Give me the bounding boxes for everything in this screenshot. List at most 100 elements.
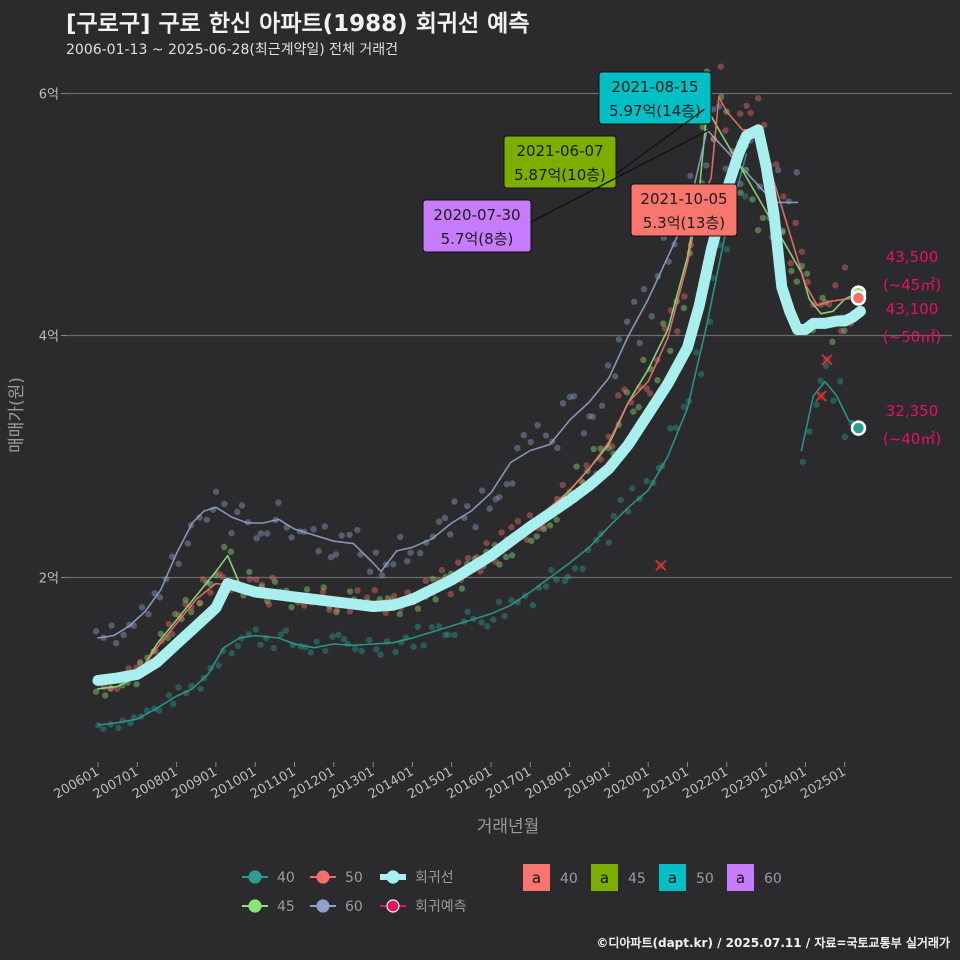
scatter-point-60 xyxy=(486,505,493,512)
scatter-point-50 xyxy=(514,517,522,525)
scatter-point-45 xyxy=(623,389,631,396)
scatter-point-45 xyxy=(303,586,311,593)
scatter-point-40 xyxy=(817,377,824,385)
legend-point-swatch xyxy=(316,870,330,884)
forecast-point xyxy=(850,420,867,436)
scatter-point-40 xyxy=(414,623,421,630)
scatter-point-45 xyxy=(320,584,327,591)
scatter-point-40 xyxy=(478,619,485,626)
scatter-point-60 xyxy=(611,373,619,380)
excluded-mark xyxy=(655,559,667,571)
scatter-point-40 xyxy=(610,512,617,520)
legend-label: 50 xyxy=(345,870,363,886)
legend-label: 40 xyxy=(560,871,578,887)
scatter-point-60 xyxy=(175,560,182,567)
legend-point-swatch xyxy=(386,899,400,913)
scatter-point-40 xyxy=(579,565,586,573)
scatter-point-45 xyxy=(227,548,235,555)
scatter-point-50 xyxy=(832,282,839,289)
scatter-point-45 xyxy=(246,568,253,576)
scatter-point-50 xyxy=(747,109,754,117)
scatter-point-60 xyxy=(321,523,328,530)
forecast-value-label: 43,100 xyxy=(886,300,939,318)
scatter-point-60 xyxy=(534,422,541,429)
scatter-point-40 xyxy=(340,635,347,643)
scatter-point-45 xyxy=(660,320,667,327)
scatter-point-40 xyxy=(344,640,351,647)
scatter-point-45 xyxy=(630,408,637,415)
scatter-points xyxy=(92,63,863,733)
scatter-point-45 xyxy=(788,267,795,275)
scatter-point-40 xyxy=(837,378,844,385)
scatter-point-50 xyxy=(319,588,327,596)
scatter-point-60 xyxy=(520,432,528,439)
scatter-point-40 xyxy=(542,583,550,590)
legend-box-glyph: a xyxy=(736,869,745,887)
scatter-point-60 xyxy=(253,534,260,542)
scatter-point-50 xyxy=(197,599,204,606)
scatter-point-45 xyxy=(819,294,826,301)
scatter-point-40 xyxy=(605,539,613,546)
scatter-point-40 xyxy=(313,638,320,645)
legend-point-swatch xyxy=(316,899,330,913)
scatter-point-50 xyxy=(838,327,845,335)
scatter-point-50 xyxy=(523,536,531,543)
scatter-point-45 xyxy=(288,603,295,611)
scatter-point-40 xyxy=(420,642,427,649)
scatter-point-50 xyxy=(736,110,744,117)
scatter-point-50 xyxy=(743,102,750,109)
scatter-point-40 xyxy=(228,650,235,657)
scatter-point-60 xyxy=(435,518,443,525)
scatter-point-60 xyxy=(703,162,710,169)
scatter-point-50 xyxy=(477,568,484,575)
scatter-point-50 xyxy=(422,577,430,585)
annotation-pointer xyxy=(615,108,705,175)
scatter-point-60 xyxy=(196,514,203,521)
scatter-point-60 xyxy=(366,568,374,575)
scatter-point-40 xyxy=(830,397,837,404)
scatter-point-60 xyxy=(580,430,588,437)
scatter-point-50 xyxy=(404,589,411,596)
footer-credit: ©디아파트(dapt.kr) / 2025.07.11 / 자료=국토교통부 실… xyxy=(596,936,950,950)
scatter-point-40 xyxy=(234,642,242,650)
scatter-point-40 xyxy=(373,645,380,653)
scatter-point-40 xyxy=(165,692,173,699)
scatter-point-50 xyxy=(447,590,454,598)
scatter-point-40 xyxy=(257,641,264,648)
scatter-point-40 xyxy=(366,636,373,644)
scatter-point-45 xyxy=(508,552,516,559)
scatter-point-60 xyxy=(559,400,567,407)
legend-box-swatch xyxy=(659,864,686,891)
scatter-point-60 xyxy=(390,561,397,568)
legend-point-swatch xyxy=(386,870,400,884)
annotation-date: 2020-07-30 xyxy=(433,206,520,224)
scatter-point-40 xyxy=(170,700,177,708)
scatter-point-40 xyxy=(252,626,260,633)
forecast-value-label: 32,350 xyxy=(886,402,939,420)
scatter-point-60 xyxy=(315,548,322,555)
scatter-point-60 xyxy=(774,166,782,174)
scatter-point-60 xyxy=(446,531,454,538)
scatter-point-50 xyxy=(265,601,273,608)
scatter-point-40 xyxy=(597,530,604,538)
scatter-point-40 xyxy=(822,362,830,370)
scatter-point-50 xyxy=(216,570,223,578)
scatter-point-60 xyxy=(589,413,597,420)
scatter-point-50 xyxy=(508,524,515,531)
scatter-point-45 xyxy=(546,522,554,529)
scatter-point-60 xyxy=(509,480,516,487)
scatter-point-60 xyxy=(566,393,574,401)
excluded-points xyxy=(655,354,833,571)
annotation-price: 5.3억(13층) xyxy=(643,214,725,232)
scatter-point-45 xyxy=(829,338,836,346)
y-tick-label: 2억 xyxy=(39,572,59,587)
scatter-point-40 xyxy=(484,622,491,630)
scatter-point-50 xyxy=(722,127,729,134)
scatter-point-60 xyxy=(275,499,282,506)
scatter-point-45 xyxy=(172,610,179,618)
scatter-point-50 xyxy=(798,248,806,255)
forecast-area-label: (~40㎡) xyxy=(883,430,941,448)
legend-box-glyph: a xyxy=(532,869,541,887)
scatter-point-50 xyxy=(390,592,398,600)
